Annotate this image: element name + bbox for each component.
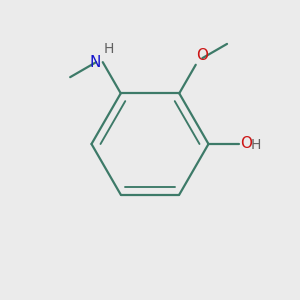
- Text: N: N: [90, 55, 101, 70]
- Text: H: H: [103, 42, 114, 56]
- Text: O: O: [196, 48, 208, 63]
- Text: H: H: [251, 138, 262, 152]
- Text: O: O: [240, 136, 252, 152]
